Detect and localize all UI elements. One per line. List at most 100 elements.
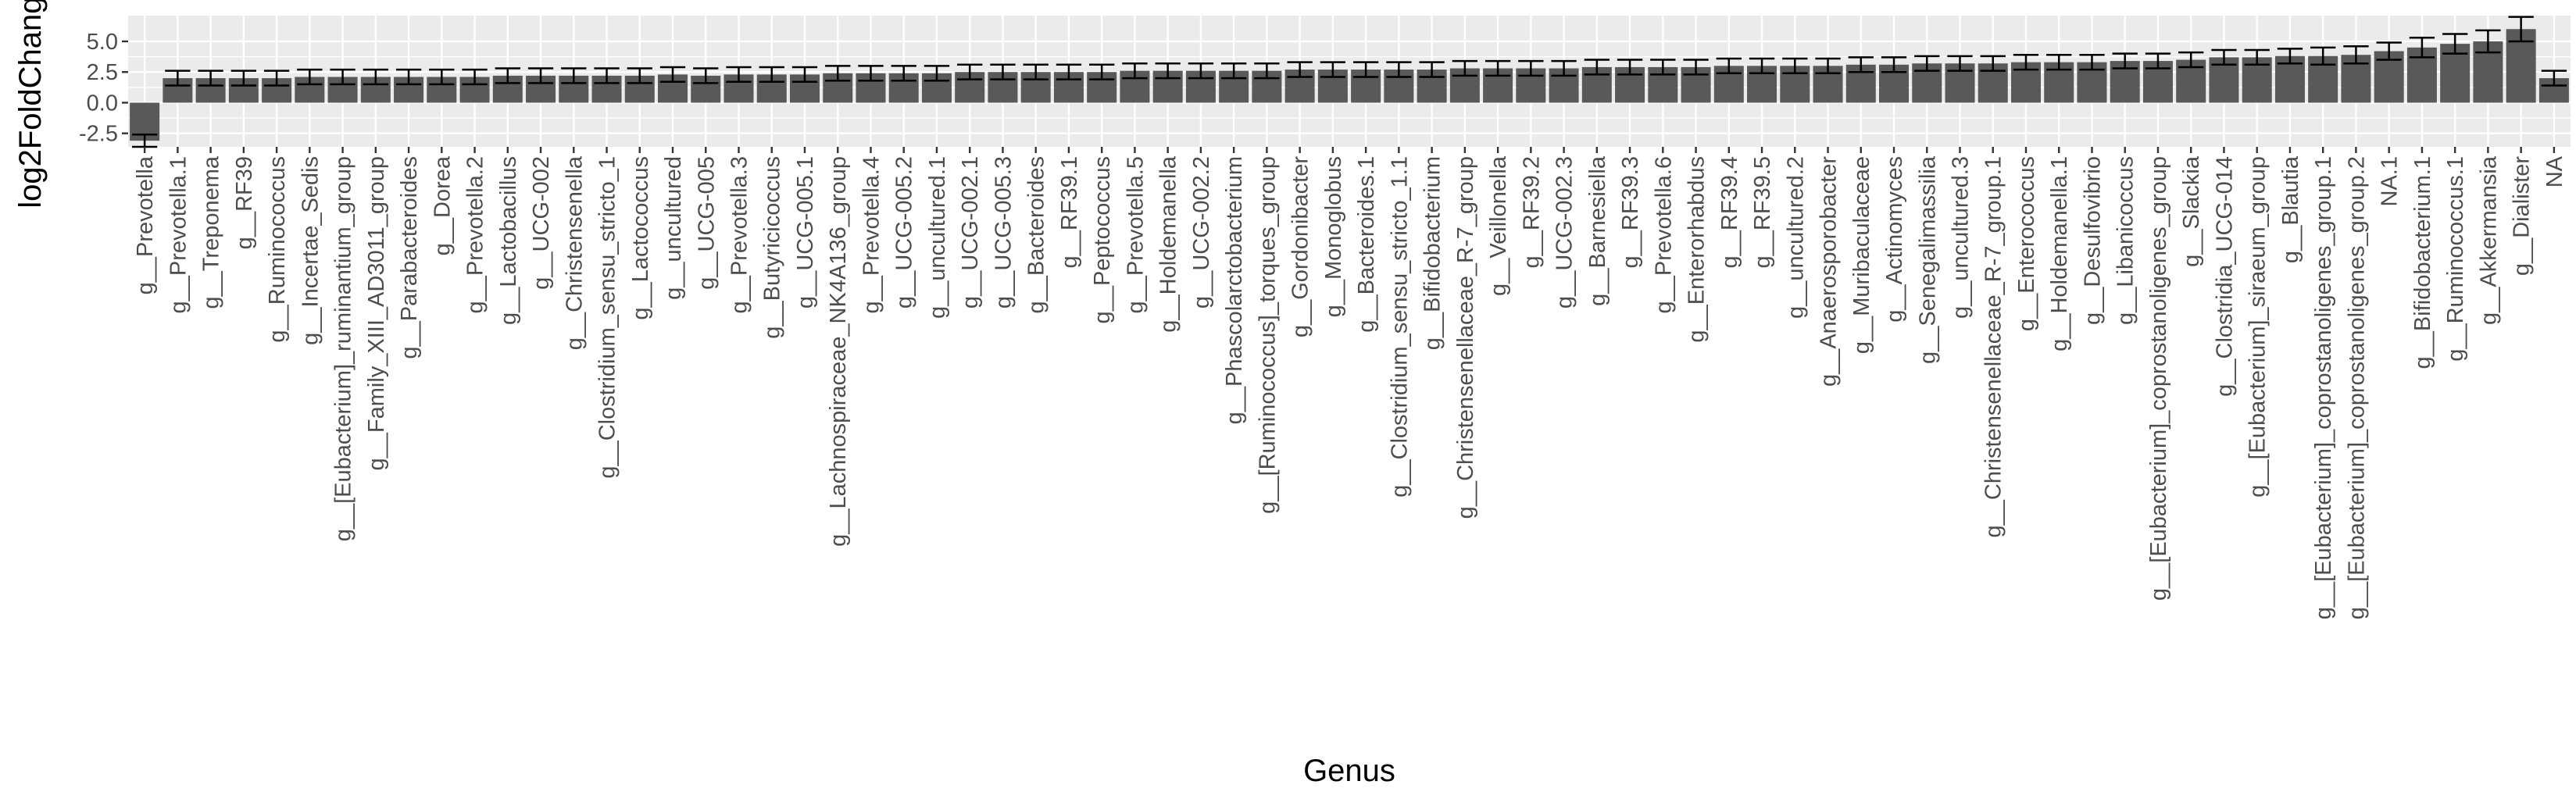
x-tick-label: g__Prevotella.4 <box>859 156 884 314</box>
x-tick-label: g__Bifidobacterium.1 <box>2410 156 2435 369</box>
error-bar <box>1386 61 1412 78</box>
error-bar <box>2475 29 2501 54</box>
error-bar <box>1320 61 1346 78</box>
error-bar <box>825 65 851 82</box>
error-bar <box>2211 48 2237 66</box>
error-bar <box>1881 56 1907 73</box>
y-axis-ticks: -2.5 0.0 2.5 5.0 <box>79 30 128 147</box>
error-bar <box>990 63 1016 80</box>
x-tick-label: g__RF39.4 <box>1717 156 1742 269</box>
error-bar <box>957 63 983 80</box>
error-bar <box>1188 62 1214 80</box>
error-bar <box>2508 16 2534 43</box>
x-tick-label: g__[Ruminococcus]_torques_group <box>1255 156 1280 514</box>
error-bar <box>693 67 719 84</box>
x-tick-label: g__UCG-005.3 <box>991 156 1016 308</box>
error-bar <box>2079 53 2105 71</box>
error-bar <box>2145 52 2171 70</box>
x-tick-label: g__Anaerosporobacter <box>1817 156 1842 387</box>
x-tick-label: g__uncultured.1 <box>925 156 950 319</box>
x-tick-label: g__UCG-005 <box>694 156 719 290</box>
x-tick-label: g__Bifidobacterium <box>1420 156 1445 350</box>
error-bar <box>165 70 191 87</box>
x-tick-label: g__RF39 <box>232 156 257 249</box>
x-tick-label: g__Clostridium_sensu_stricto_1.1 <box>1387 156 1412 498</box>
x-tick-label: g__Holdemanella <box>1156 155 1181 333</box>
x-axis-title: Genus <box>1303 754 1395 788</box>
x-tick-label: g__Phascolarctobacterium <box>1222 156 1247 424</box>
x-tick-label: g__Lachnospiraceae_NK4A136_group <box>826 156 851 547</box>
error-bar <box>1716 57 1742 75</box>
error-bar <box>2013 53 2039 71</box>
error-bar <box>363 68 388 86</box>
error-bar <box>2541 70 2567 87</box>
x-tick-label: g__Lactococcus <box>628 156 653 320</box>
error-bar <box>726 66 752 84</box>
x-tick-label: g__Dorea <box>430 155 455 255</box>
x-tick-label: g__Holdemanella.1 <box>2047 156 2072 351</box>
error-bar <box>330 68 355 86</box>
error-bar <box>1155 62 1181 80</box>
error-bar <box>659 66 686 84</box>
x-tick-label: g__Dialister <box>2510 156 2535 276</box>
x-tick-label: g__Bacteroides <box>1024 156 1049 314</box>
x-tick-label: g__Clostridium_sensu_stricto_1 <box>595 156 620 479</box>
x-tick-label: g__Prevotella.3 <box>727 156 752 314</box>
error-bar <box>198 70 223 87</box>
error-bar <box>1617 59 1643 76</box>
x-axis-ticks: g__Prevotella g__Prevotella.1 g__Treponema… <box>133 147 2567 619</box>
x-tick-label: NA.1 <box>2378 156 2403 206</box>
error-bar <box>1287 61 1313 78</box>
x-tick-label: g__Christensenellaceae_R-7_group.1 <box>1981 156 2006 538</box>
x-tick-label: g__Family_XIII_AD3011_group <box>364 156 389 471</box>
x-tick-label: g__Christensenella <box>562 155 587 350</box>
error-bar <box>1683 59 1709 76</box>
error-bar <box>2277 48 2303 65</box>
x-tick-label: g__[Eubacterium]_coprostanoligenes_group… <box>2344 156 2369 619</box>
x-tick-label: g__[Eubacterium]_coprostanoligenes_group <box>2146 156 2171 601</box>
error-bar <box>1980 55 2006 72</box>
y-tick-label: -2.5 <box>79 122 118 147</box>
x-tick-label: g__RF39.3 <box>1618 156 1643 269</box>
x-tick-label: g__Butyricicoccus <box>760 156 785 339</box>
error-bar <box>2409 37 2435 59</box>
x-tick-label: g__Veillonella <box>1486 155 1511 296</box>
x-tick-label: g__Muribaculaceae <box>1849 156 1874 354</box>
error-bar <box>791 66 818 84</box>
error-bar <box>429 68 455 86</box>
error-bar <box>527 67 554 84</box>
x-tick-label: g__Ruminococcus.1 <box>2443 156 2468 362</box>
y-axis-title: log2FoldChange <box>13 0 48 209</box>
error-bar <box>2310 46 2336 66</box>
x-tick-label: g__Senegalimassilia <box>1915 155 1940 364</box>
error-bar <box>462 68 488 86</box>
x-tick-label: g__RF39.5 <box>1750 156 1775 269</box>
x-tick-label: g__Libanicoccus <box>2113 156 2138 325</box>
error-bar <box>1452 59 1478 77</box>
x-tick-label: g__Prevotella.1 <box>166 156 191 314</box>
error-bar <box>263 70 290 87</box>
error-bar <box>1352 61 1379 78</box>
error-bar <box>1485 59 1511 77</box>
y-tick-label: 0.0 <box>87 91 118 116</box>
x-tick-label: g__Prevotella.2 <box>463 156 488 314</box>
error-bar <box>1584 59 1610 76</box>
y-tick-label: 2.5 <box>87 60 118 85</box>
x-tick-label: g__Barnesiella <box>1585 155 1610 306</box>
x-tick-label: g__Christensenellaceae_R-7_group <box>1453 156 1478 519</box>
x-tick-label: g__UCG-002.1 <box>958 156 983 308</box>
error-bar <box>594 67 620 84</box>
error-bar <box>2112 52 2138 70</box>
x-tick-label: g__RF39.2 <box>1519 156 1544 269</box>
x-tick-label: g__uncultured.2 <box>1783 156 1808 319</box>
x-tick-label: g__UCG-002.3 <box>1552 156 1577 308</box>
error-bar <box>858 65 884 82</box>
x-tick-label: g__Actinomyces <box>1882 156 1907 323</box>
error-bar <box>1419 61 1445 78</box>
error-bar <box>2244 48 2270 66</box>
error-bar <box>297 68 323 86</box>
error-bar <box>1947 55 1973 72</box>
error-bar <box>2376 41 2402 61</box>
error-bar <box>1220 62 1247 80</box>
